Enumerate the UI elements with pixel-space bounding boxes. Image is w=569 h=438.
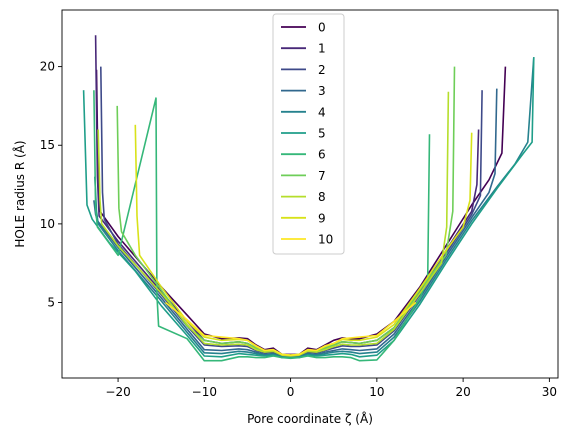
legend-label-2: 2 [318,63,326,77]
y-tick-label: 15 [40,138,55,152]
series-line-8 [97,91,450,357]
plot-frame [61,9,559,379]
legend-label-8: 8 [318,190,326,204]
series-line-6 [93,90,431,362]
legend-label-10: 10 [318,233,333,247]
legend-label-3: 3 [318,84,326,98]
legend-label-0: 0 [318,21,326,35]
legend-label-5: 5 [318,127,326,141]
x-tick-label: 30 [542,385,557,399]
x-axis-title: Pore coordinate ζ (Å) [247,411,373,426]
legend-label-7: 7 [318,169,326,183]
legend-label-1: 1 [318,42,326,56]
x-tick-label: −20 [105,385,130,399]
x-tick-label: −10 [192,385,217,399]
series-line-10 [164,301,417,357]
x-axis-ticks: −20 −10 0 10 20 30 [105,378,557,399]
x-tick-label: 10 [369,385,384,399]
y-axis-ticks: 5 10 15 20 [40,60,62,310]
legend-box [272,13,345,255]
legend-label-4: 4 [318,105,326,119]
y-tick-label: 20 [40,60,55,74]
y-tick-label: 10 [40,217,55,231]
legend-label-9: 9 [318,211,326,225]
legend-label-6: 6 [318,148,326,162]
series-lines [82,35,535,362]
x-tick-label: 0 [287,385,295,399]
y-tick-label: 5 [47,296,55,310]
x-tick-label: 20 [455,385,470,399]
y-axis-title: HOLE radius R (Å) [12,140,27,247]
legend: 0 1 2 3 4 5 6 7 8 9 10 [272,13,345,255]
